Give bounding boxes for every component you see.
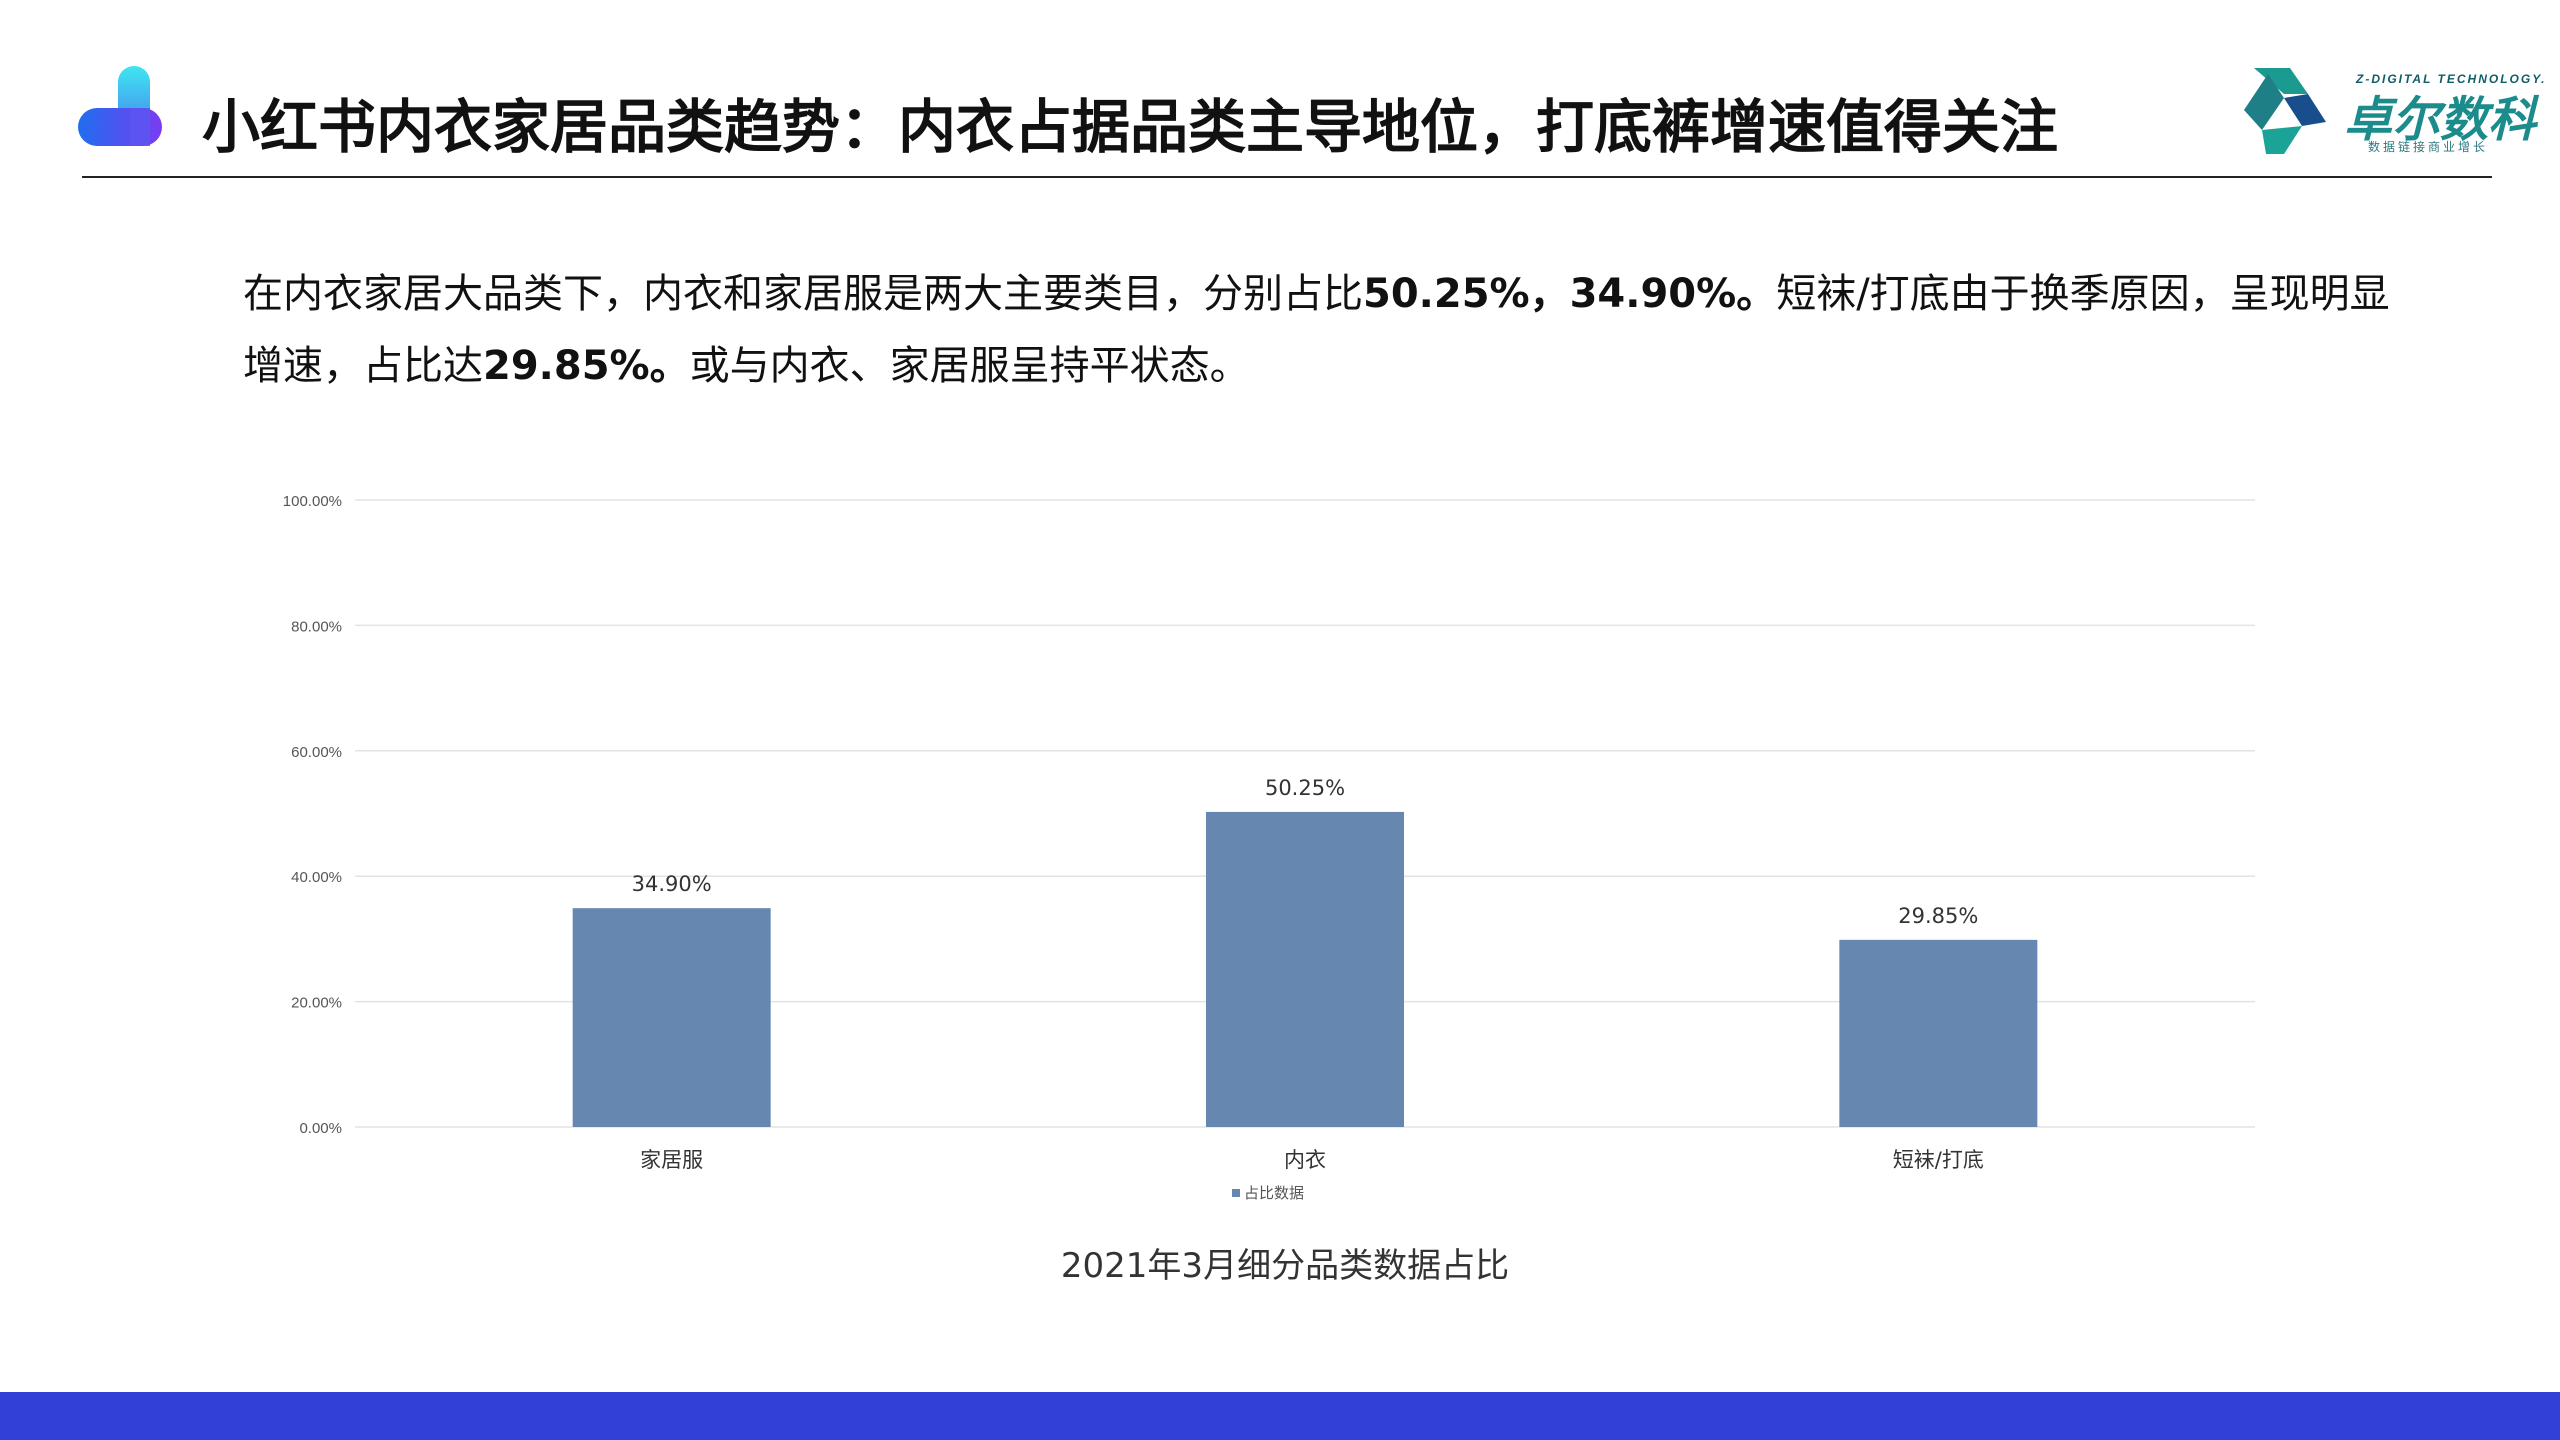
brand-english-name: Z-DIGITAL TECHNOLOGY. — [2356, 72, 2547, 86]
bar — [1206, 811, 1404, 1127]
page-title: 小红书内衣家居品类趋势：内衣占据品类主导地位，打底裤增速值得关注 — [202, 93, 2059, 161]
bar — [1839, 939, 2038, 1127]
data-label: 29.85% — [1898, 904, 1978, 928]
y-tick-label: 100.00% — [283, 493, 342, 510]
brand-chinese-name: 卓尔数科 — [2344, 92, 2537, 148]
footer-bar — [0, 1392, 2560, 1440]
app-logo-icon — [78, 66, 162, 146]
x-tick-label: 内衣 — [1284, 1148, 1326, 1172]
brand-logo: Z-DIGITAL TECHNOLOGY. 卓尔数科 数据链接商业增长 — [2244, 64, 2544, 160]
x-tick-label: 家居服 — [640, 1148, 703, 1172]
y-tick-label: 60.00% — [291, 744, 342, 761]
summary-text-3: 或与内衣、家居服呈持平状态。 — [689, 343, 1250, 389]
x-tick-label: 短袜/打底 — [1893, 1148, 1984, 1172]
y-tick-label: 40.00% — [291, 869, 342, 886]
header-divider — [82, 176, 2492, 178]
y-tick-label: 0.00% — [299, 1120, 342, 1137]
y-tick-label: 20.00% — [291, 995, 342, 1012]
summary-paragraph: 在内衣家居大品类下，内衣和家居服是两大主要类目，分别占比50.25%，34.90… — [243, 258, 2393, 402]
summary-text-1: 在内衣家居大品类下，内衣和家居服是两大主要类目，分别占比 — [243, 271, 1363, 317]
summary-highlight-1: 50.25%，34.90%。 — [1363, 271, 1777, 317]
summary-highlight-2: 29.85%。 — [483, 343, 690, 389]
y-tick-label: 80.00% — [291, 618, 342, 635]
data-label: 34.90% — [632, 872, 712, 896]
legend-label: 占比数据 — [1244, 1184, 1304, 1202]
data-label: 50.25% — [1265, 776, 1345, 800]
chart-title: 2021年3月细分品类数据占比 — [1060, 1246, 1510, 1286]
bar-chart: 0.00% 20.00% 40.00% 60.00% 80.00% 100.00% 34.9… — [283, 493, 2255, 1202]
bar — [572, 908, 771, 1127]
legend-swatch — [1232, 1189, 1240, 1197]
brand-slogan: 数据链接商业增长 — [2368, 140, 2489, 154]
summary-text-2: 短袜/打底由于换季原因，呈现明显增速，占比达 — [243, 271, 2390, 389]
brand-logo-icon — [2244, 68, 2326, 154]
